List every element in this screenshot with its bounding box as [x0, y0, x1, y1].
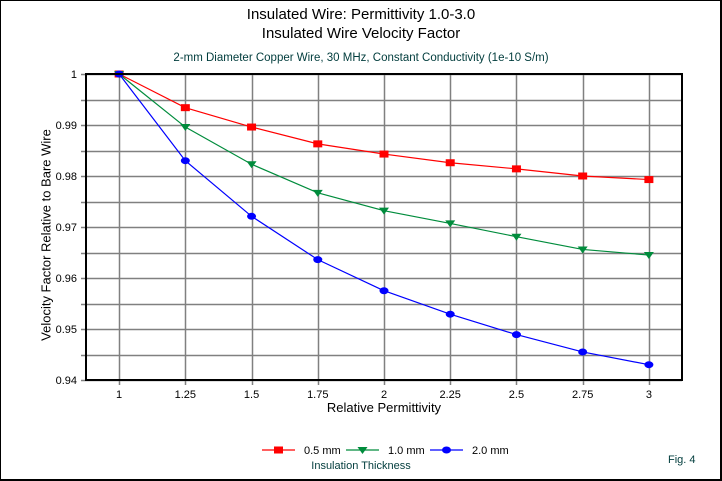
y-axis-label: Velocity Factor Relative to Bare Wire: [38, 129, 54, 341]
data-point: [379, 150, 389, 158]
x-tick-label: 2: [381, 389, 387, 401]
x-tick-label: 1.5: [244, 389, 259, 401]
data-point: [379, 287, 389, 295]
data-point: [313, 256, 323, 264]
x-axis-label: Relative Permittivity: [326, 400, 442, 415]
series-0-5-mm: [114, 70, 654, 184]
plot-area-border: [85, 73, 683, 381]
legend-item: 0.5 mm: [262, 445, 341, 457]
x-tick-label: 2.25: [440, 389, 461, 401]
y-tick-label: 0.95: [56, 324, 77, 336]
legend-marker: [357, 447, 368, 454]
legend-marker: [442, 446, 451, 454]
data-point: [180, 104, 190, 112]
data-point: [511, 165, 521, 173]
y-tick-label: 0.97: [56, 222, 77, 234]
y-tick-label: 0.96: [56, 273, 77, 285]
legend-label: 1.0 mm: [388, 445, 425, 457]
data-point: [644, 361, 654, 369]
series-1-0-mm: [114, 71, 654, 260]
x-tick-label: 2.75: [572, 389, 593, 401]
legend-label: 2.0 mm: [472, 445, 509, 457]
chart-subtitle: 2-mm Diameter Copper Wire, 30 MHz, Const…: [173, 52, 549, 64]
data-point: [246, 161, 257, 169]
data-point: [247, 123, 257, 131]
data-point: [643, 252, 654, 260]
data-point: [313, 140, 323, 148]
data-point: [445, 310, 455, 318]
legend-label: 0.5 mm: [304, 445, 341, 457]
data-point: [511, 331, 521, 339]
y-tick-label: 0.94: [56, 375, 77, 387]
series-layer: [114, 70, 654, 369]
data-point: [180, 157, 190, 165]
x-tick-label: 1: [116, 389, 122, 401]
data-point: [644, 176, 654, 184]
data-point: [578, 348, 588, 356]
data-point: [247, 212, 257, 220]
data-point: [379, 207, 389, 215]
x-tick-label: 2.5: [509, 389, 524, 401]
data-point: [511, 233, 522, 241]
data-point: [577, 246, 588, 254]
y-tick-label: 0.99: [56, 120, 77, 132]
legend-item: 1.0 mm: [346, 445, 425, 457]
x-tick-label: 3: [646, 389, 652, 401]
x-tick-label: 1.75: [307, 389, 328, 401]
legend-item: 2.0 mm: [430, 445, 509, 457]
data-point: [445, 159, 455, 167]
legend-marker: [274, 446, 283, 454]
data-point: [445, 220, 456, 228]
legend-title: Insulation Thickness: [311, 460, 411, 472]
grid: [81, 73, 682, 385]
tick-labels: 0.94 0.95 0.96 0.97 0.98 0.99 1 1 1.25 1.5 1.75 2 2.…: [56, 69, 652, 401]
data-point: [180, 124, 191, 132]
legend: 0.5 mm 1.0 mm 2.0 mm: [262, 445, 509, 457]
chart-title: Insulated Wire: Permittivity 1.0-3.0: [246, 6, 476, 23]
data-point: [578, 172, 588, 180]
x-tick-label: 1.25: [175, 389, 196, 401]
data-point: [312, 189, 323, 197]
y-tick-label: 0.98: [56, 171, 77, 183]
figure-label: Fig. 4: [668, 454, 696, 466]
y-tick-label: 1: [71, 69, 77, 81]
chart-title-line2: Insulated Wire Velocity Factor: [261, 25, 461, 42]
